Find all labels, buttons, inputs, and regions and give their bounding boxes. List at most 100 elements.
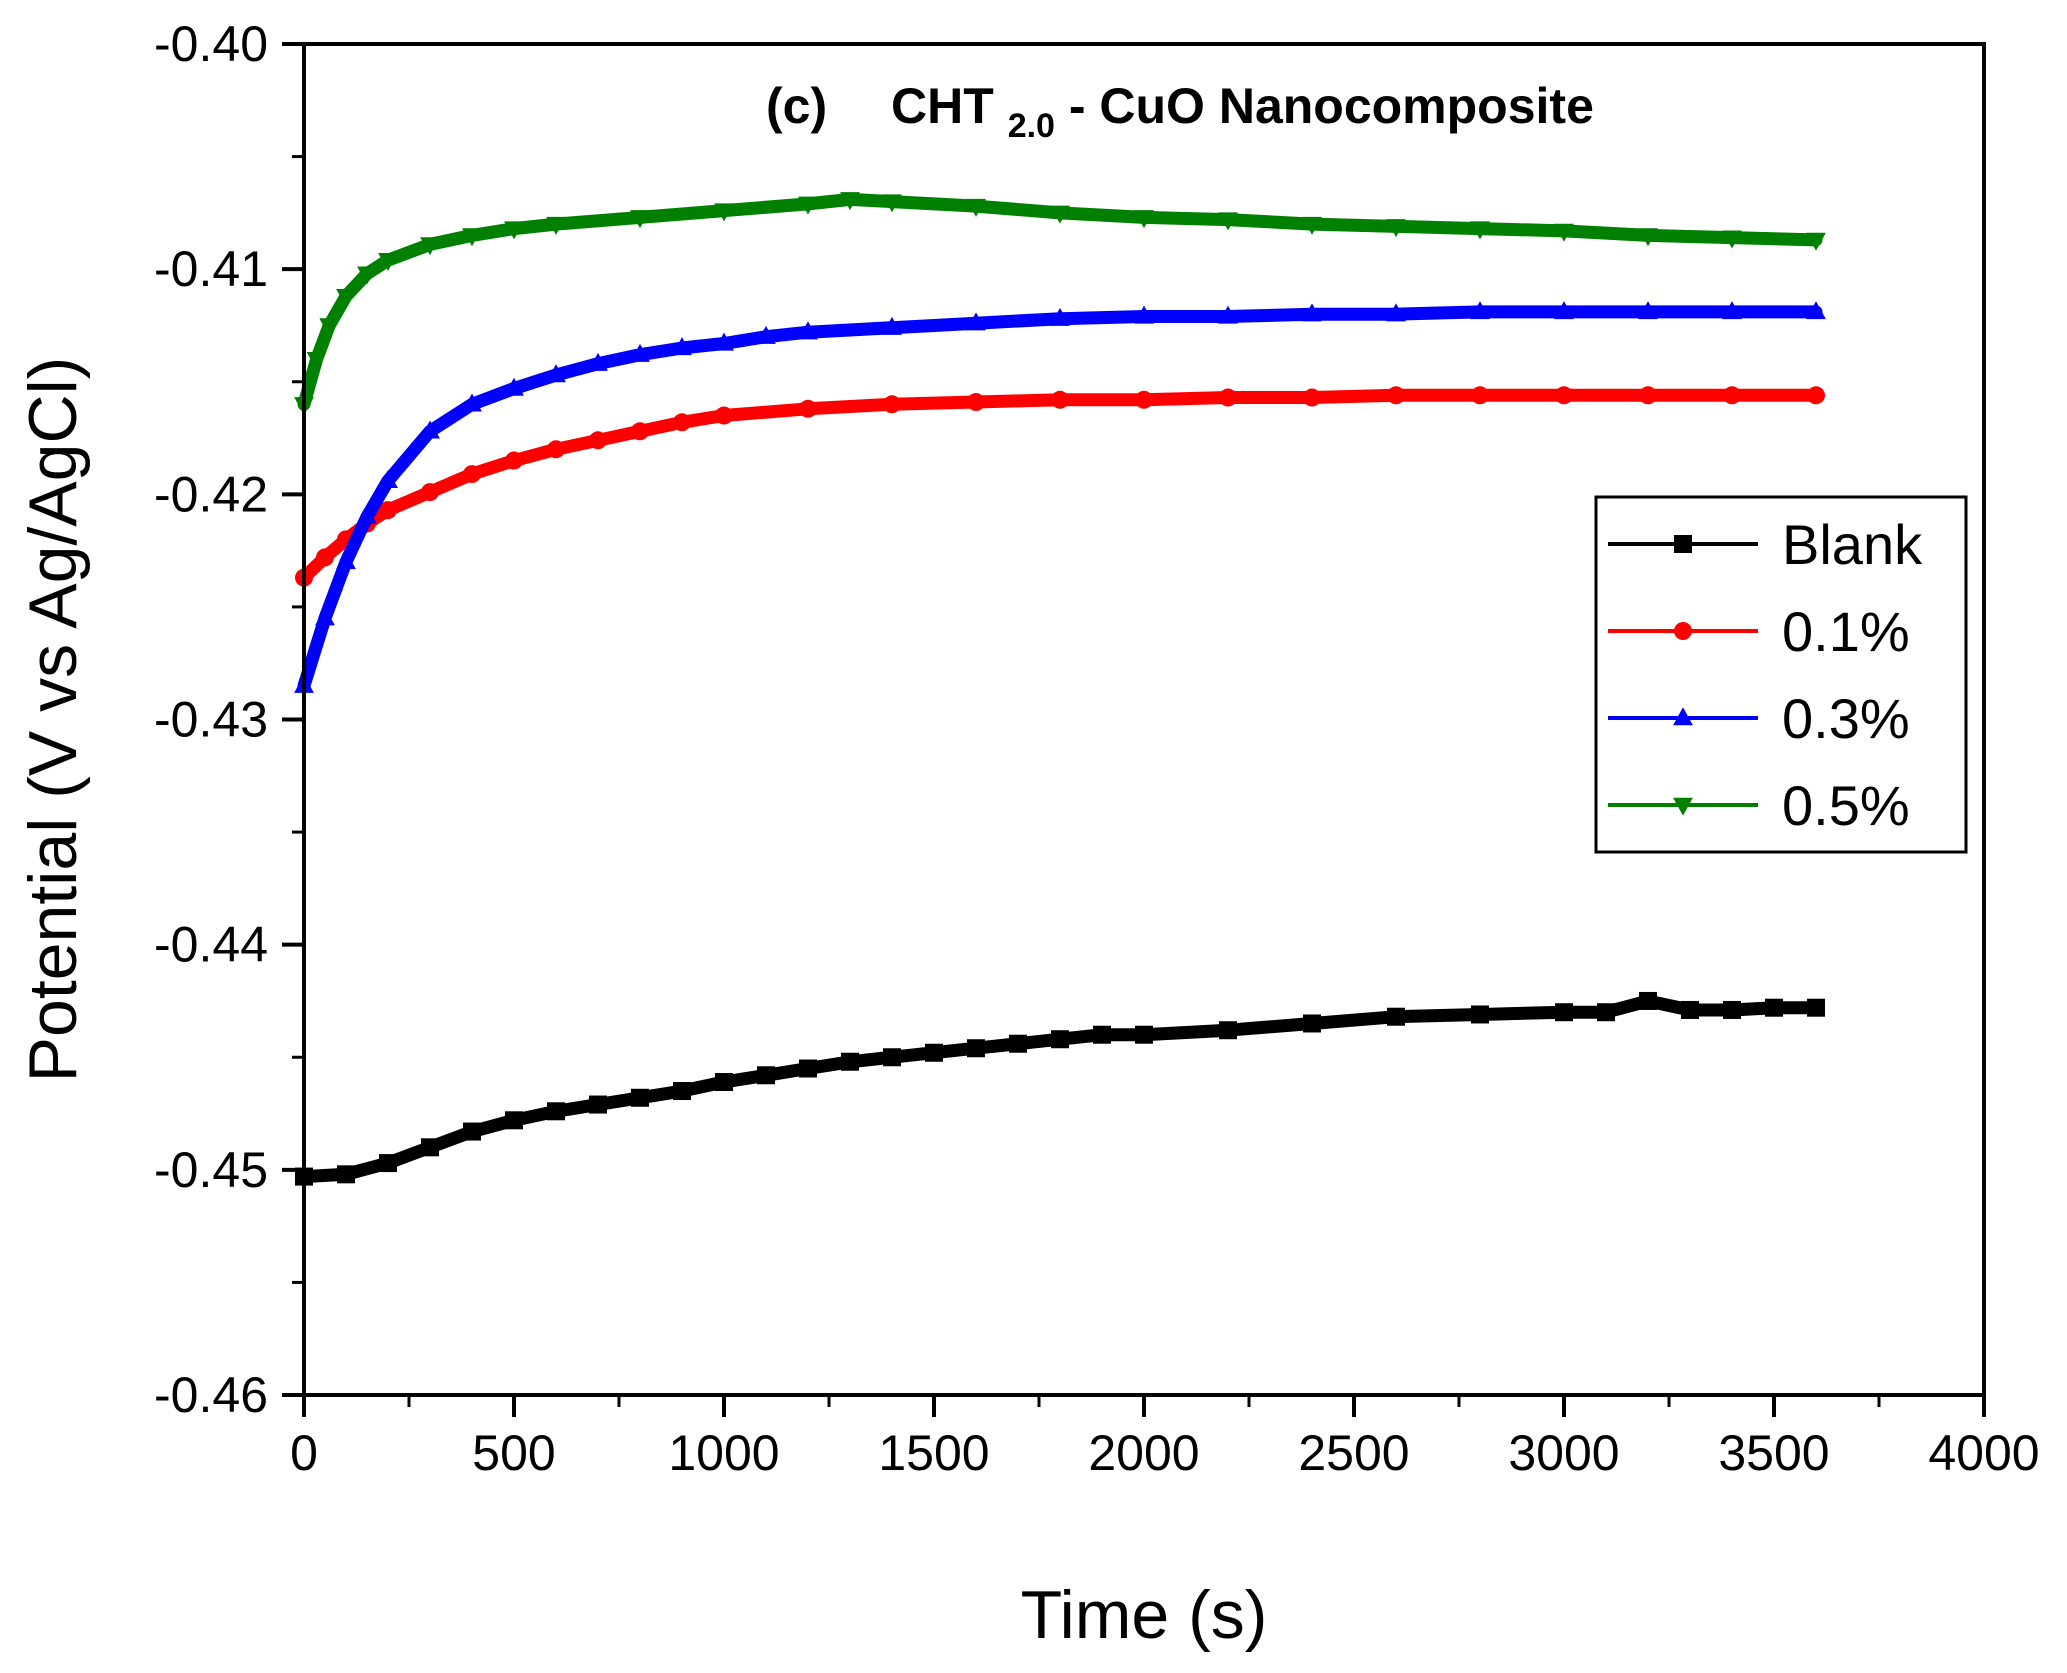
data-point (1723, 1000, 1741, 1019)
data-point (1387, 1007, 1405, 1026)
data-point (421, 483, 439, 502)
data-point (967, 393, 985, 412)
series-blank (295, 991, 1825, 1186)
series-0-3 (294, 301, 1826, 693)
data-point (505, 451, 523, 470)
x-tick-label: 3500 (1718, 1425, 1829, 1481)
data-point (1555, 1003, 1573, 1022)
data-point (715, 1073, 733, 1092)
data-point (967, 1039, 985, 1058)
data-point (421, 1138, 439, 1157)
x-tick-label: 1500 (878, 1425, 989, 1481)
data-point (463, 1122, 481, 1141)
data-point (420, 237, 440, 256)
data-point (1218, 305, 1238, 324)
data-point (546, 216, 566, 235)
legend-item: 0.5% (1608, 774, 1910, 837)
data-point (357, 266, 377, 285)
data-point (925, 1043, 943, 1062)
data-point (319, 318, 340, 337)
data-point (1386, 219, 1406, 238)
data-point (798, 321, 818, 340)
data-point (1639, 991, 1657, 1010)
data-point (1470, 301, 1490, 320)
data-point (1219, 1021, 1237, 1040)
data-point (673, 1082, 691, 1101)
data-point (1093, 1025, 1111, 1044)
data-point (1303, 1014, 1321, 1033)
y-tick-label: -0.42 (154, 466, 268, 522)
x-tick-label: 0 (290, 1425, 318, 1481)
series-layer (294, 192, 1826, 1186)
data-point (883, 1048, 901, 1067)
data-point (1555, 386, 1573, 405)
legend-box (1594, 495, 1968, 854)
data-point (547, 1102, 565, 1121)
data-point (462, 228, 482, 247)
legend-item: Blank (1608, 513, 1923, 576)
data-point (1638, 228, 1658, 247)
data-point (883, 395, 901, 414)
data-point (336, 551, 356, 570)
data-point (1723, 386, 1741, 405)
data-point (630, 343, 650, 362)
y-tick-label: -0.41 (154, 241, 268, 297)
y-axis-ticks: -0.46 -0.45 -0.44 -0.43 -0.42 -0.41 -0.40 (154, 16, 304, 1423)
title-subscript: 2.0 (1008, 107, 1055, 145)
data-point (799, 399, 817, 418)
data-point (1554, 223, 1574, 242)
y-tick-label: -0.46 (154, 1367, 268, 1423)
data-point (757, 1066, 775, 1085)
x-tick-label: 2000 (1088, 1425, 1199, 1481)
series-line (297, 994, 1823, 1184)
y-tick-label: -0.40 (154, 16, 268, 72)
data-point (1722, 230, 1742, 249)
data-point (1806, 301, 1826, 320)
title-panel-label: (c) (766, 78, 827, 134)
data-point (336, 288, 356, 307)
x-tick-label: 3000 (1508, 1425, 1619, 1481)
data-point (420, 420, 440, 439)
data-point (882, 194, 902, 213)
data-point (1722, 301, 1742, 320)
data-point (1387, 386, 1405, 405)
data-point (631, 422, 649, 441)
legend-item: 0.1% (1608, 600, 1910, 663)
data-point (1303, 388, 1321, 407)
data-point (966, 198, 986, 217)
data-point (378, 470, 398, 489)
legend: Blank 0.1% 0.3% 0.5% (1594, 495, 1968, 854)
data-point (1639, 386, 1657, 405)
data-point (316, 548, 334, 567)
data-point (337, 1165, 355, 1184)
data-point (798, 196, 818, 215)
title-prefix: CHT (891, 78, 994, 134)
data-point (1218, 212, 1238, 231)
data-point (1302, 216, 1322, 235)
data-point (1302, 303, 1322, 322)
legend-marker (1674, 535, 1692, 553)
series-line (297, 305, 1823, 693)
x-axis-ticks: 0 500 1000 1500 2000 2500 3000 3500 4000 (290, 1395, 2040, 1481)
data-point (714, 203, 734, 222)
data-point (547, 440, 565, 459)
legend-marker (1674, 622, 1692, 640)
y-tick-label: -0.44 (154, 917, 268, 973)
legend-label: 0.1% (1782, 600, 1910, 663)
data-point (1134, 210, 1154, 229)
legend-label: Blank (1782, 513, 1923, 576)
legend-label: 0.5% (1782, 774, 1910, 837)
data-point (462, 393, 482, 412)
data-point (546, 364, 566, 383)
data-point (673, 413, 691, 432)
data-point (504, 377, 524, 396)
x-axis-title: Time (s) (1021, 1577, 1268, 1653)
data-point (672, 337, 692, 356)
data-point (1051, 390, 1069, 409)
data-point (1219, 388, 1237, 407)
data-point (1050, 205, 1070, 224)
data-point (1597, 1003, 1615, 1022)
data-point (357, 506, 377, 525)
